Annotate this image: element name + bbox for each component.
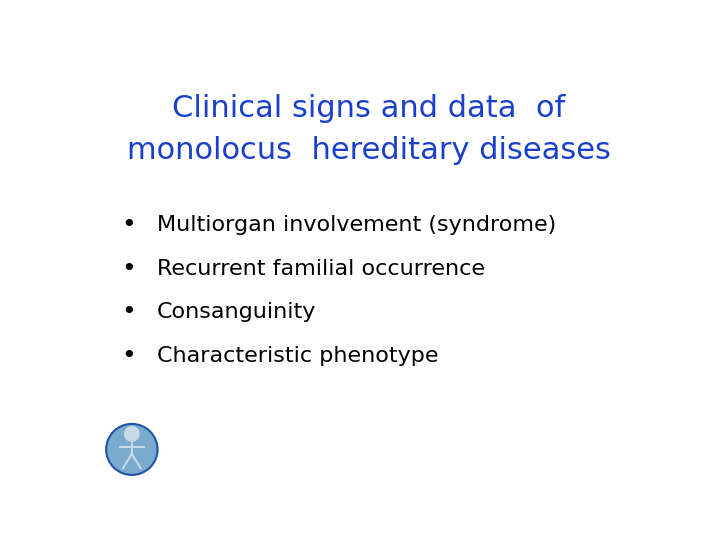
Text: Characteristic phenotype: Characteristic phenotype: [157, 346, 438, 366]
Text: •: •: [122, 300, 136, 324]
Text: monolocus  hereditary diseases: monolocus hereditary diseases: [127, 136, 611, 165]
Text: Multiorgan involvement (syndrome): Multiorgan involvement (syndrome): [157, 215, 557, 235]
Text: •: •: [122, 213, 136, 237]
Ellipse shape: [125, 427, 139, 441]
Text: •: •: [122, 344, 136, 368]
Text: •: •: [122, 256, 136, 281]
Text: Consanguinity: Consanguinity: [157, 302, 316, 322]
Ellipse shape: [106, 424, 158, 475]
Text: Recurrent familial occurrence: Recurrent familial occurrence: [157, 259, 485, 279]
Text: Clinical signs and data  of: Clinical signs and data of: [172, 94, 566, 123]
